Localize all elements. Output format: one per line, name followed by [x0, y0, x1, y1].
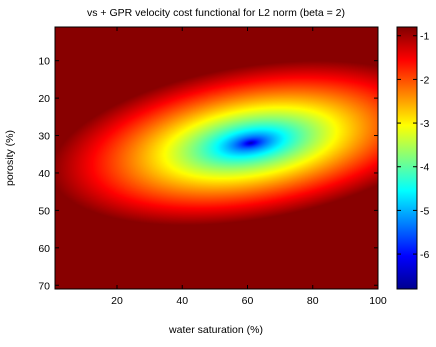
x-tick-label: 60	[242, 295, 254, 307]
x-tick-label: 80	[307, 295, 319, 307]
y-tick-label: 60	[38, 243, 50, 255]
colorbar-gradient	[397, 27, 417, 289]
colorbar-tick-label: -5	[420, 205, 429, 217]
colorbar-tick-label: -3	[420, 118, 429, 130]
heatmap-plot-area	[54, 26, 379, 290]
y-tick-label: 10	[38, 56, 50, 68]
y-axis-label: porosity (%)	[4, 130, 16, 186]
y-axis: 10 20 30 40 50 60 70	[38, 56, 378, 292]
chart-title: vs + GPR velocity cost functional for L2…	[87, 7, 345, 19]
x-tick-label: 100	[369, 295, 387, 307]
y-tick-label: 70	[38, 280, 50, 292]
y-tick-label: 40	[38, 168, 50, 180]
colorbar-tick-label: -2	[420, 74, 429, 86]
heatmap-field	[55, 27, 378, 289]
plot-frame	[54, 26, 379, 290]
y-tick-label: 30	[38, 131, 50, 143]
colorbar-tick-label: -4	[420, 162, 429, 174]
colorbar-ticks: -1 -2 -3 -4 -5 -6	[397, 31, 429, 261]
colorbar-tick-label: -6	[420, 249, 429, 261]
colorbar-frame	[396, 26, 418, 290]
x-tick-label: 20	[111, 295, 123, 307]
y-tick-label: 50	[38, 205, 50, 217]
x-axis: 20 40 60 80 100	[111, 27, 387, 307]
colorbar-tick-label: -1	[420, 31, 429, 43]
x-tick-label: 40	[176, 295, 188, 307]
x-axis-label: water saturation (%)	[168, 324, 263, 336]
colorbar: -1 -2 -3 -4 -5 -6	[396, 26, 429, 290]
y-tick-label: 20	[38, 93, 50, 105]
